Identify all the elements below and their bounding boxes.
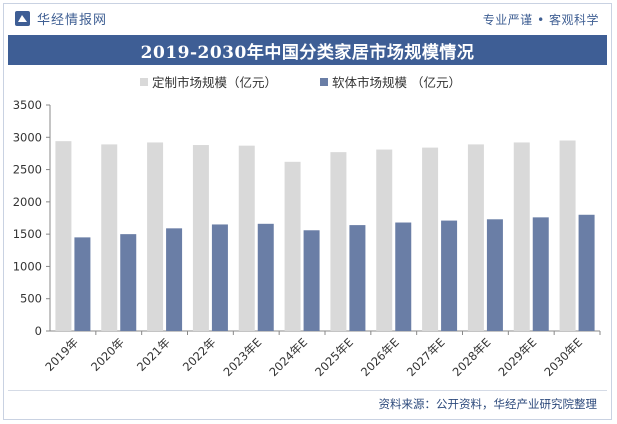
x-tick-label: 2026年E xyxy=(358,335,402,379)
legend-swatch-1 xyxy=(140,78,148,86)
y-tick-label: 2500 xyxy=(13,163,42,177)
bar-soft-7 xyxy=(349,225,366,331)
logo-icon xyxy=(15,11,30,26)
x-tick-label: 2028年E xyxy=(450,335,494,379)
bar-soft-11 xyxy=(532,217,549,331)
legend-swatch-2 xyxy=(320,78,328,86)
x-tick-label: 2019年 xyxy=(42,335,81,374)
y-tick-label: 1500 xyxy=(13,227,42,241)
chart-title: 2019-2030年中国分类家居市场规模情况 xyxy=(140,42,475,63)
chart-frame: 华经情报网 专业严谨 • 客观科学 2019-2030年中国分类家居市场规模情况… xyxy=(3,3,612,420)
footer-divider xyxy=(8,390,607,391)
bar-custom-1 xyxy=(55,141,72,331)
x-tick-label: 2023年E xyxy=(220,335,264,379)
bar-custom-8 xyxy=(376,149,393,331)
bar-soft-4 xyxy=(211,224,228,331)
source-note: 资料来源：公开资料，华经产业研究院整理 xyxy=(378,397,598,411)
brand-name: 华经情报网 xyxy=(37,13,108,28)
slogan: 专业严谨 • 客观科学 xyxy=(482,13,599,27)
y-tick-label: 1000 xyxy=(13,259,42,273)
bar-custom-4 xyxy=(192,145,209,331)
bar-custom-10 xyxy=(467,144,484,331)
bar-custom-9 xyxy=(422,147,439,331)
x-tick-label: 2029年E xyxy=(495,335,539,379)
bar-soft-8 xyxy=(395,222,412,331)
bar-soft-5 xyxy=(257,223,274,331)
y-tick-label: 0 xyxy=(35,324,42,338)
bar-custom-12 xyxy=(559,140,576,331)
bar-soft-9 xyxy=(441,220,458,331)
top-bar: 华经情报网 专业严谨 • 客观科学 xyxy=(4,4,611,32)
bar-custom-7 xyxy=(330,152,347,331)
bar-soft-2 xyxy=(120,234,137,331)
x-tick-label: 2030年E xyxy=(541,335,585,379)
x-tick-label: 2021年 xyxy=(134,335,173,374)
brand: 华经情报网 xyxy=(14,9,107,28)
x-tick-label: 2025年E xyxy=(312,335,356,379)
legend-label-2: 软体市场规模 （亿元） xyxy=(332,75,461,90)
bar-soft-6 xyxy=(303,230,320,331)
bar-custom-5 xyxy=(238,145,255,331)
bar-custom-2 xyxy=(101,144,118,331)
x-tick-label: 2020年 xyxy=(88,335,127,374)
bar-soft-12 xyxy=(578,214,595,331)
bar-soft-10 xyxy=(486,219,503,331)
legend-label-1: 定制市场规模（亿元） xyxy=(152,75,277,90)
bar-soft-3 xyxy=(166,228,183,331)
x-tick-label: 2027年E xyxy=(404,335,448,379)
y-tick-label: 3000 xyxy=(13,130,42,144)
bar-custom-6 xyxy=(284,161,301,331)
x-tick-label: 2024年E xyxy=(266,335,310,379)
y-tick-label: 3500 xyxy=(13,98,42,112)
title-band: 2019-2030年中国分类家居市场规模情况 xyxy=(8,35,607,65)
y-tick-label: 2000 xyxy=(13,195,42,209)
bar-custom-3 xyxy=(147,142,164,331)
bar-custom-11 xyxy=(513,142,530,331)
x-tick-label: 2022年 xyxy=(180,335,219,374)
y-tick-label: 500 xyxy=(20,292,42,306)
bar-soft-1 xyxy=(74,237,91,331)
